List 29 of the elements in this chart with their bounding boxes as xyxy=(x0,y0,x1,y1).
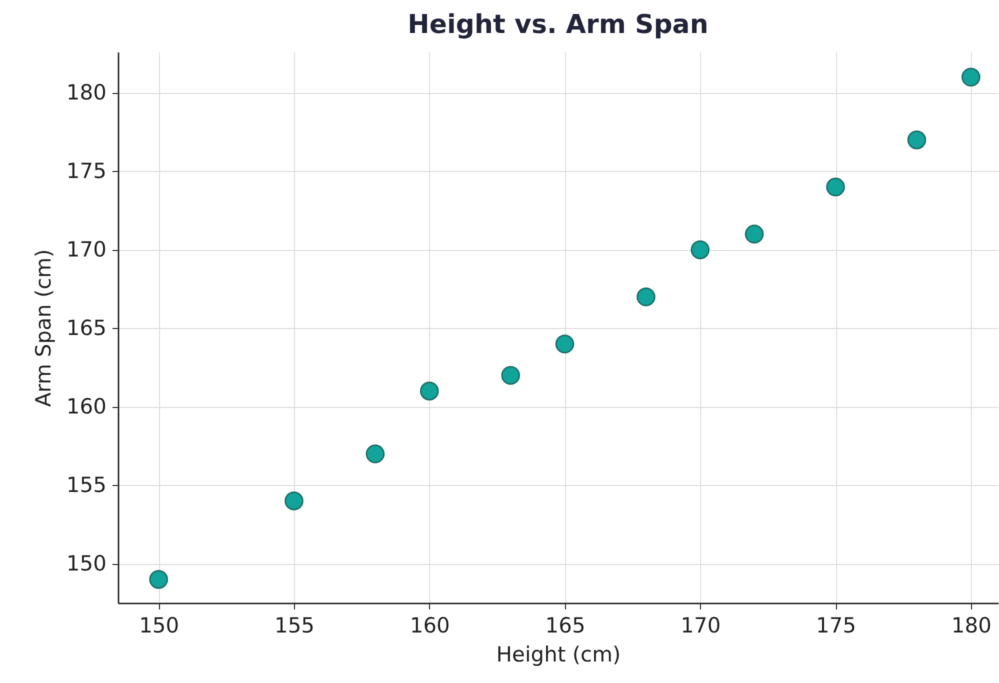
point xyxy=(962,68,980,87)
x-tick-label: 150 xyxy=(139,614,180,638)
point xyxy=(555,334,574,354)
y-axis-title: Arm Span (cm) xyxy=(31,249,56,407)
point xyxy=(501,366,520,385)
x-tick-label: 170 xyxy=(680,614,721,638)
x-tick-label: 180 xyxy=(951,614,992,638)
point xyxy=(284,492,304,510)
point xyxy=(636,287,656,306)
y-tick-label: 160 xyxy=(66,394,106,418)
point xyxy=(149,570,168,589)
point xyxy=(366,444,385,464)
chart-title: Height vs. Arm Span xyxy=(408,10,708,40)
x-axis-title: Height (cm) xyxy=(496,642,621,666)
y-tick-label: 155 xyxy=(66,472,106,497)
point xyxy=(744,224,764,244)
x-tick-label: 155 xyxy=(274,614,315,638)
x-tick-label: 160 xyxy=(410,614,450,638)
x-tick-label: 165 xyxy=(545,614,586,638)
x-tick-label: 175 xyxy=(816,614,856,638)
y-tick-label: 150 xyxy=(66,551,106,576)
point xyxy=(826,178,845,196)
y-tick-label: 175 xyxy=(66,158,106,183)
point xyxy=(690,240,710,260)
point xyxy=(907,130,926,150)
point xyxy=(420,382,439,400)
y-tick-label: 180 xyxy=(66,80,106,104)
y-tick-label: 170 xyxy=(66,237,106,262)
y-tick-label: 165 xyxy=(66,316,106,340)
